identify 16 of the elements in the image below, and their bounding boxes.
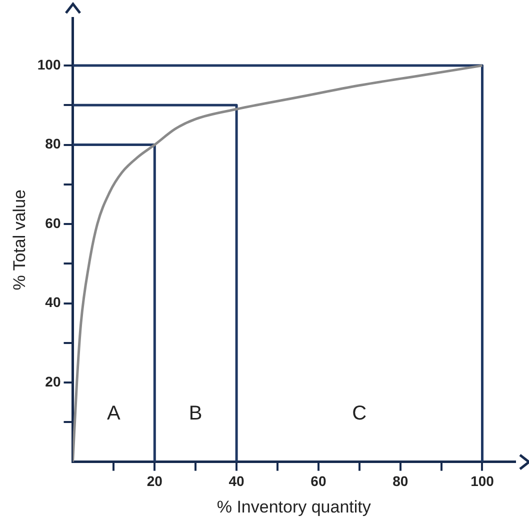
y-tick-label: 20 xyxy=(45,373,61,390)
x-tick-label: 80 xyxy=(392,473,408,490)
x-tick-label: 40 xyxy=(228,473,245,490)
x-axis-title: % Inventory quantity xyxy=(216,497,372,516)
y-tick-label: 40 xyxy=(45,294,61,310)
annotation: A xyxy=(107,402,122,424)
y-axis-title: % Total value xyxy=(10,189,29,290)
y-tick-label: 80 xyxy=(45,136,61,152)
line-series xyxy=(72,64,484,462)
annotation: B xyxy=(188,402,202,424)
x-tick-label: 20 xyxy=(146,473,163,490)
x-tick-label: 60 xyxy=(310,473,326,490)
annotation: C xyxy=(352,402,367,424)
y-tick-label: 60 xyxy=(45,214,61,231)
y-tick-label: 100 xyxy=(37,56,61,72)
x-tick-label: 100 xyxy=(470,473,494,490)
